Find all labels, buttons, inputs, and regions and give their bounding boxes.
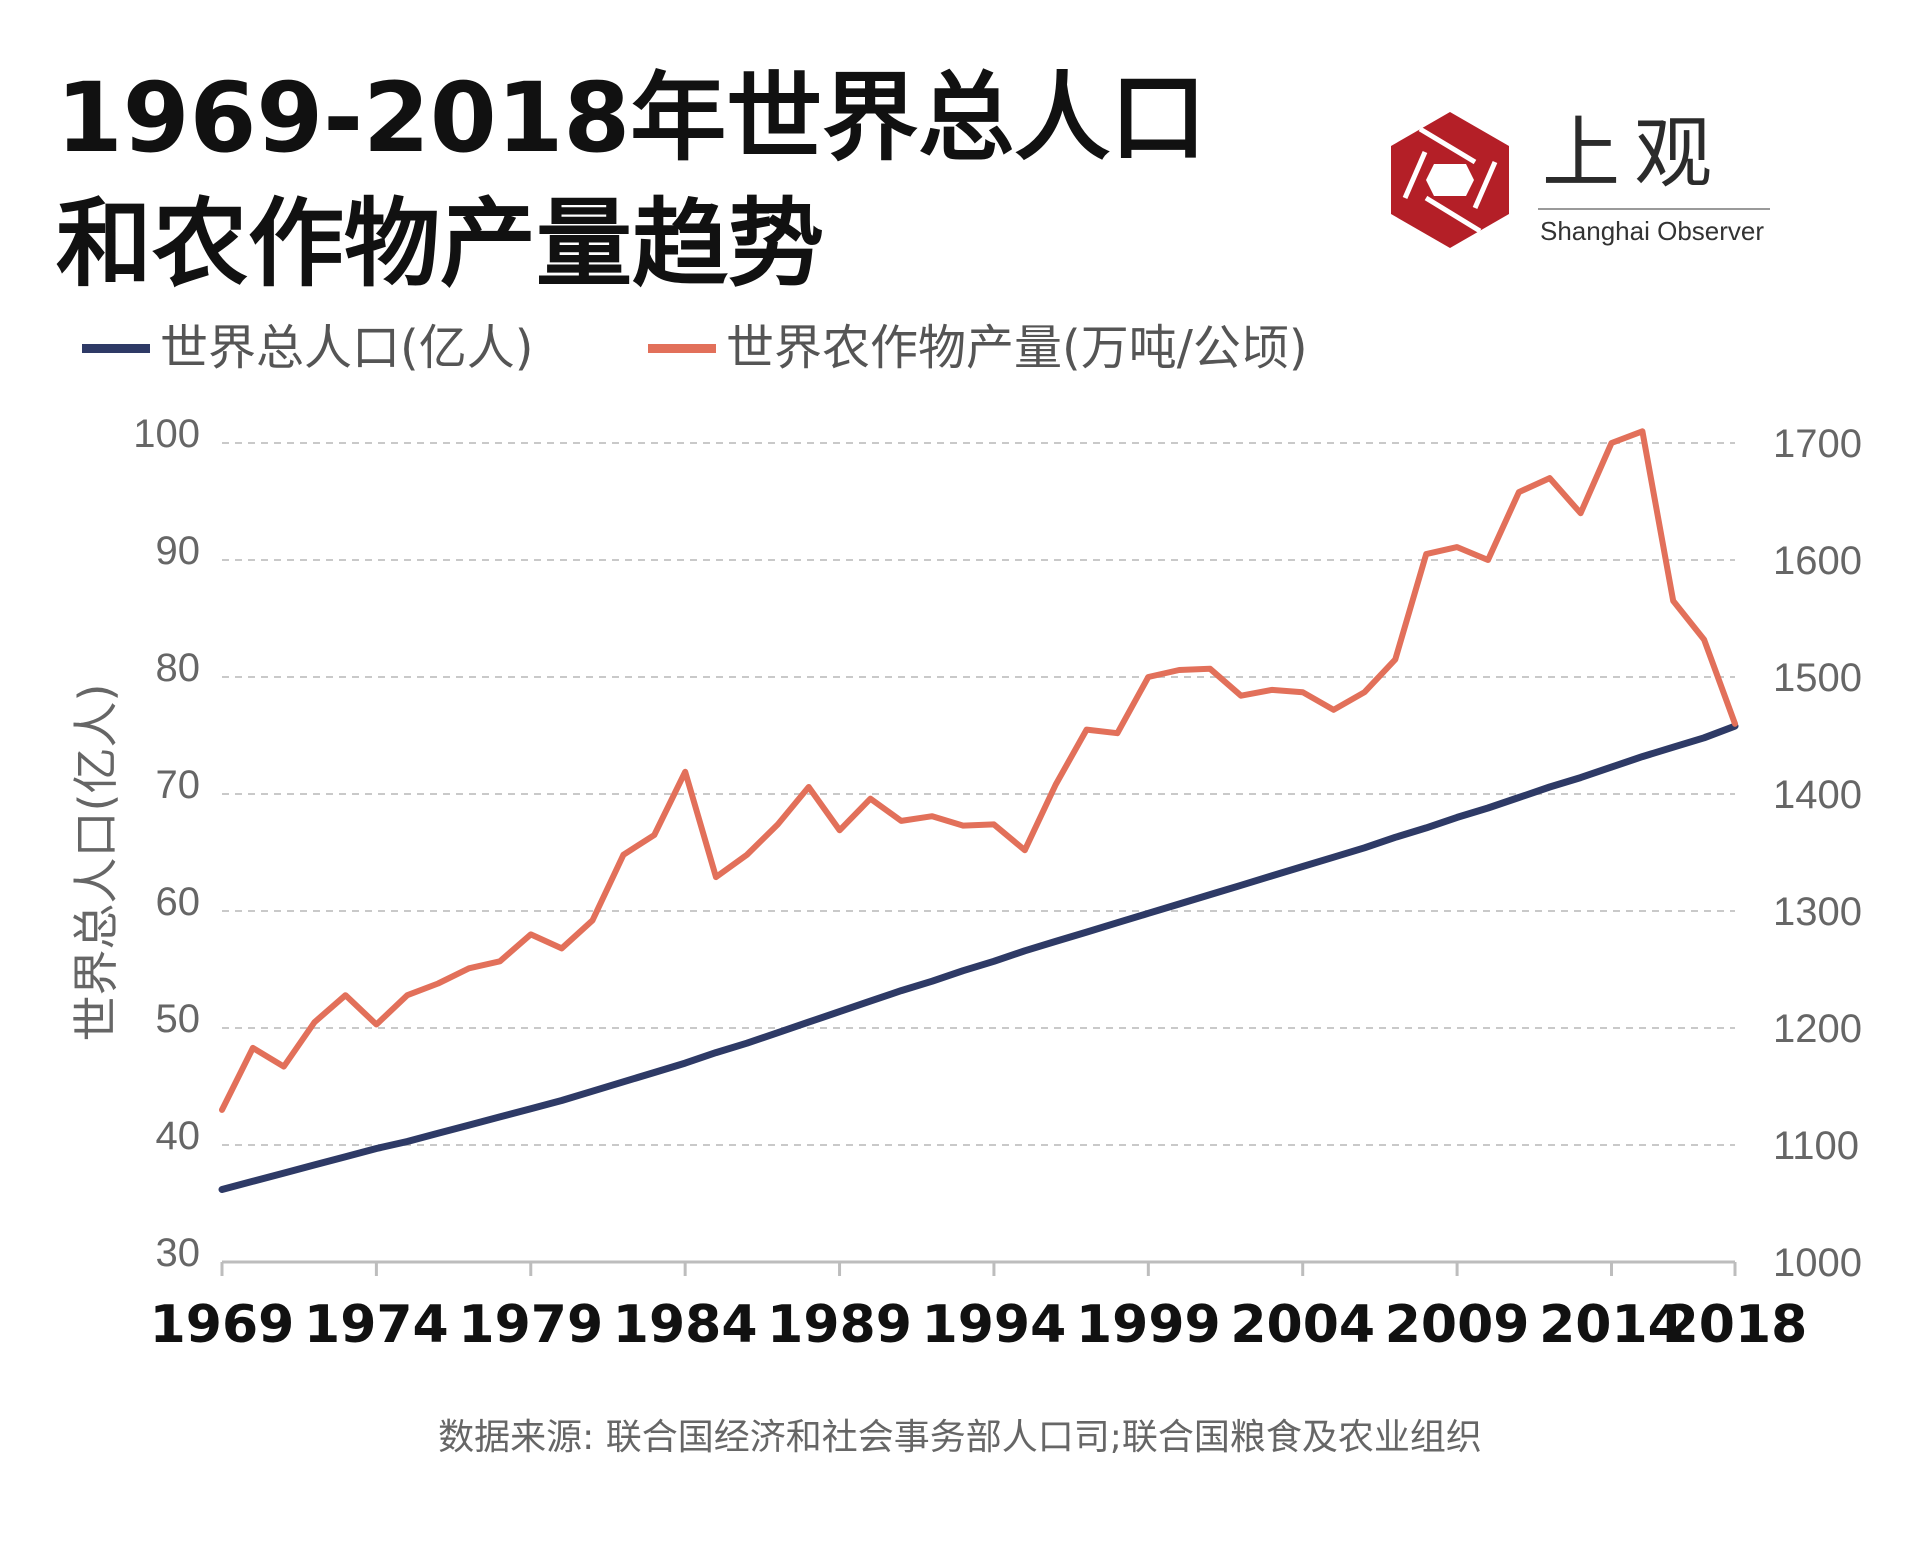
logo-chinese-name: 上观 <box>1542 109 1727 199</box>
y-tick-label-right: 1700 <box>1773 422 1862 466</box>
chart-title-line1: 1969-2018年世界总人口 <box>56 62 1207 174</box>
x-tick-label: 1994 <box>922 1295 1067 1355</box>
y-tick-label-right: 1300 <box>1773 890 1862 934</box>
x-tick-label: 2018 <box>1663 1295 1808 1355</box>
y-tick-label-left: 40 <box>156 1114 201 1158</box>
y-axis-title: 世界总人口(亿人) <box>69 684 123 1042</box>
y-tick-label-left: 100 <box>133 412 200 456</box>
x-tick-label: 2009 <box>1385 1295 1530 1355</box>
legend-swatch-crop-yield <box>648 344 716 353</box>
y-tick-label-left: 60 <box>156 880 201 924</box>
chart-title: 1969-2018年世界总人口 和农作物产量趋势 <box>56 55 1206 307</box>
x-tick-label: 2014 <box>1539 1295 1684 1355</box>
line-chart: 1969 1974 1979 1984 1989 1994 1999 2004 2009 2014… <box>69 412 1862 1355</box>
x-tick-label: 1974 <box>304 1295 449 1355</box>
shanghai-observer-logo: 上观 Shanghai Observer <box>1380 109 1780 250</box>
y-tick-label-left: 70 <box>156 763 201 807</box>
population-series-line <box>218 722 1739 1193</box>
y-tick-label-left: 80 <box>156 646 201 690</box>
x-tick-label: 1999 <box>1076 1295 1221 1355</box>
y-tick-label-left: 50 <box>156 997 201 1041</box>
x-tick-label: 1989 <box>767 1295 912 1355</box>
legend-label-population: 世界总人口(亿人) <box>160 320 534 376</box>
hexagon-aperture-logo-icon <box>1391 112 1509 248</box>
crop-yield-series-line <box>219 428 1738 1113</box>
data-source-note: 数据来源: 联合国经济和社会事务部人口司;联合国粮食及农业组织 <box>438 1417 1482 1458</box>
x-tick-label: 1979 <box>458 1295 603 1355</box>
y-tick-label-right: 1000 <box>1773 1241 1862 1285</box>
y-tick-label-right: 1100 <box>1773 1124 1859 1168</box>
y-tick-label-left: 30 <box>156 1231 201 1275</box>
legend-swatch-population <box>82 344 150 353</box>
x-tick-label: 1984 <box>613 1295 758 1355</box>
logo-english-name: Shanghai Observer <box>1540 216 1765 246</box>
chart-title-line2: 和农作物产量趋势 <box>56 188 824 300</box>
legend-label-crop-yield: 世界农作物产量(万吨/公顷) <box>726 320 1308 376</box>
y-tick-label-left: 90 <box>156 529 201 573</box>
logo-divider <box>1538 208 1770 210</box>
x-tick-label: 2004 <box>1230 1295 1375 1355</box>
y-tick-label-right: 1600 <box>1773 539 1862 583</box>
y-tick-label-right: 1200 <box>1773 1007 1862 1051</box>
x-tick-label: 1969 <box>150 1295 295 1355</box>
y-tick-label-right: 1400 <box>1773 773 1862 817</box>
y-tick-label-right: 1500 <box>1773 656 1862 700</box>
